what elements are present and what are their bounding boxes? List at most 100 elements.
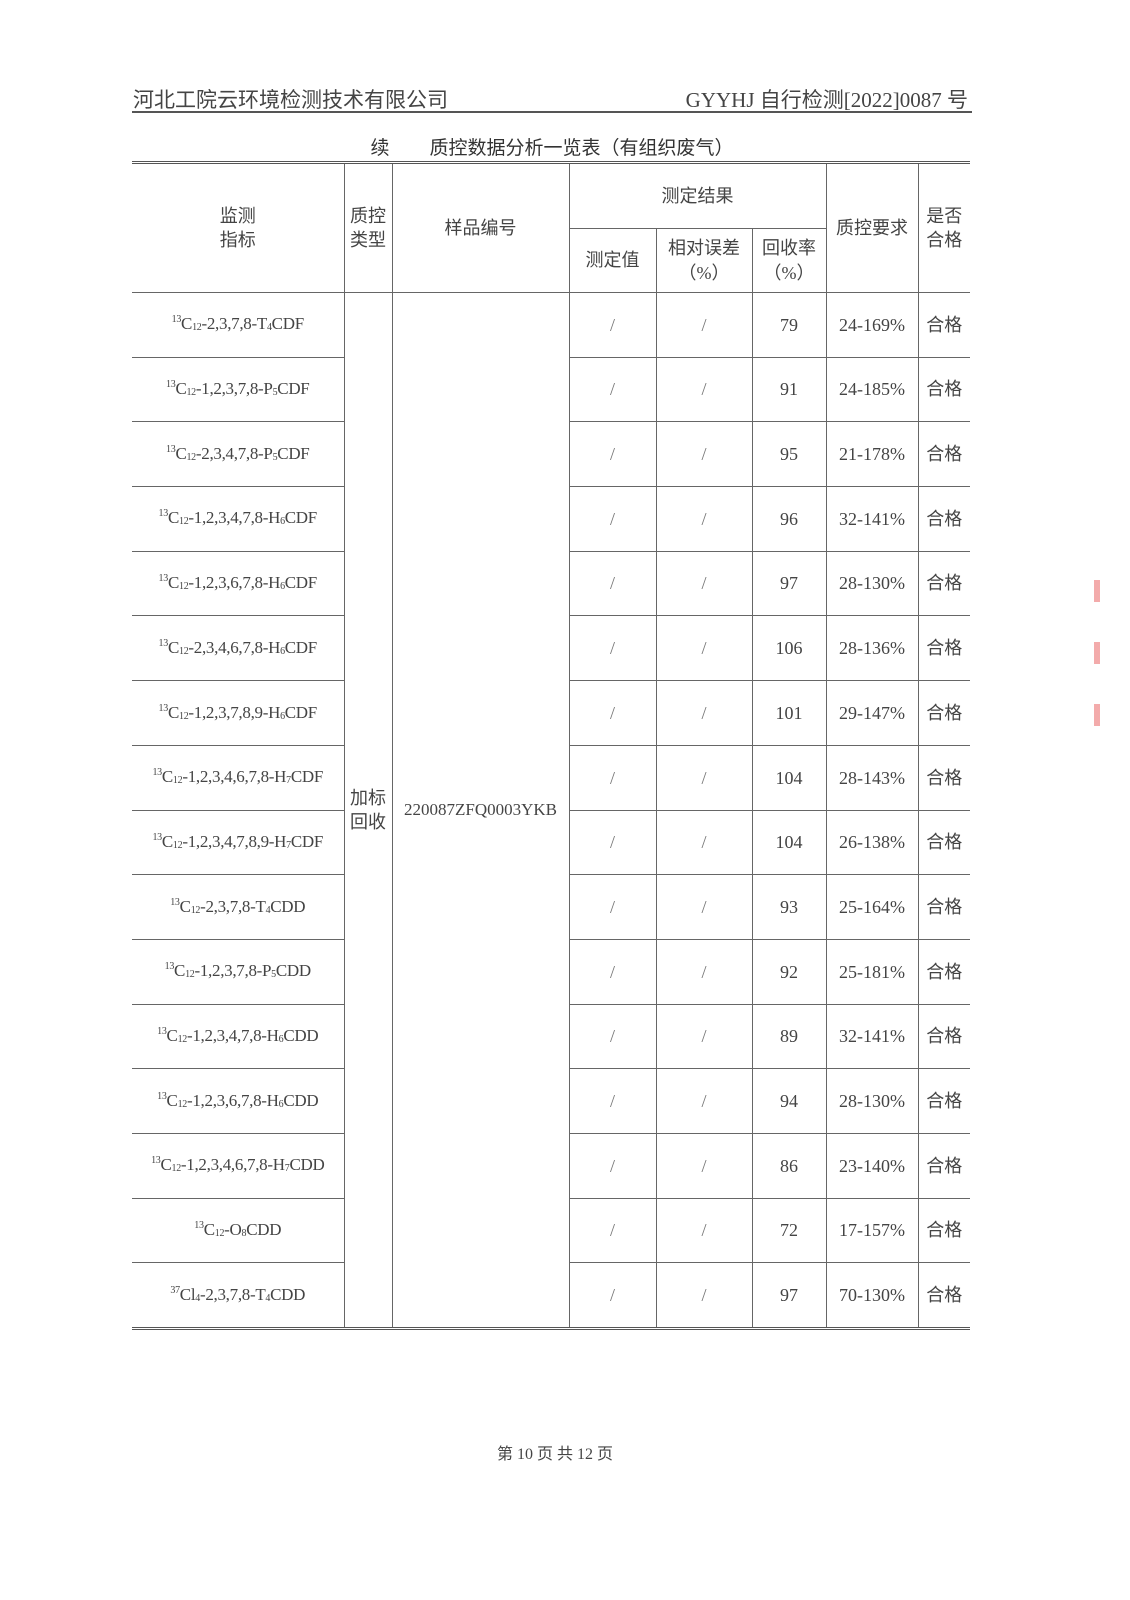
analyte-part: -2,3,4,6,7,8-H xyxy=(188,637,281,657)
analyte-part: 4 xyxy=(265,904,271,916)
pass-cell: 合格 xyxy=(917,1262,971,1329)
analyte-part: 37 xyxy=(170,1284,180,1296)
analyte-part: C xyxy=(175,379,187,399)
col-qc-requirement: 质控要求 xyxy=(825,162,919,293)
analyte-part: C xyxy=(174,961,186,981)
analyte-part: -1,2,3,4,7,8-H xyxy=(187,1025,279,1045)
pass-cell: 合格 xyxy=(917,938,971,1005)
analyte-part: -2,3,7,8-T xyxy=(201,314,268,334)
rel-error-cell: / xyxy=(655,615,753,682)
analyte-part: -1,2,3,4,6,7,8-H xyxy=(182,767,287,787)
rel-error-cell: / xyxy=(655,550,753,617)
qc-requirement-cell: 26-138% xyxy=(825,809,919,876)
recovery-cell: 97 xyxy=(751,1262,827,1329)
analyte-part: 12 xyxy=(179,645,189,657)
report-number: GYYHJ 自行检测[2022]0087 号 xyxy=(685,88,968,112)
analyte-part: -2,3,7,8-T xyxy=(200,896,266,916)
analyte-part: 13 xyxy=(171,314,182,326)
analyte-cell: 13C12-2,3,7,8-T4CDD xyxy=(132,874,345,940)
analyte-part: -1,2,3,4,7,8-H xyxy=(188,508,281,528)
measured-cell: / xyxy=(568,938,657,1005)
analyte-part: 6 xyxy=(280,645,285,657)
measured-cell: / xyxy=(568,615,657,682)
qc-requirement-cell: 29-147% xyxy=(825,680,919,746)
qc-requirement-cell: 32-141% xyxy=(825,1003,919,1070)
table-row: 13C12-2,3,4,6,7,8-H6CDF //106 28-136% 合格 xyxy=(132,615,971,682)
analyte-part: CDD xyxy=(275,961,311,981)
analyte-part: -1,2,3,7,8,9-H xyxy=(188,702,281,722)
pass-cell: 合格 xyxy=(917,486,971,552)
pass-cell: 合格 xyxy=(917,1068,971,1134)
measured-cell: / xyxy=(568,421,657,488)
rel-error-cell: / xyxy=(655,292,753,358)
analyte-part: 13 xyxy=(158,702,169,714)
col-qc-type: 质控 类型 xyxy=(343,162,393,293)
analyte-part: 6 xyxy=(278,1098,284,1110)
rel-error-cell: / xyxy=(655,938,753,1005)
analyte-part: -1,2,3,7,8-P xyxy=(195,379,273,399)
qc-data-table: 监测 指标 质控 类型 样品编号 测定结果 质控要求 是否 合格 测定值 相对误… xyxy=(132,161,971,1330)
analyte-part: 12 xyxy=(190,904,201,916)
analyte-part: 6 xyxy=(280,516,285,528)
analyte-part: 5 xyxy=(272,451,278,463)
rel-error-cell: / xyxy=(655,1197,753,1264)
col-results: 测定结果 xyxy=(568,162,827,229)
measured-cell: / xyxy=(568,292,657,358)
recovery-cell: 89 xyxy=(751,1003,827,1070)
qc-requirement-cell: 21-178% xyxy=(825,421,919,488)
analyte-part: 12 xyxy=(179,516,189,528)
recovery-cell: 91 xyxy=(751,356,827,423)
analyte-cell: 13C12-1,2,3,4,6,7,8-H7CDD xyxy=(132,1132,345,1199)
table-row: 13C12-1,2,3,4,6,7,8-H7CDF //104 28-143% 合格 xyxy=(132,744,971,811)
analyte-cell: 13C12-1,2,3,6,7,8-H6CDD xyxy=(132,1068,345,1134)
recovery-cell: 96 xyxy=(751,486,827,552)
analyte-part: C xyxy=(167,508,179,528)
analyte-part: 12 xyxy=(172,775,183,787)
analyte-part: 13 xyxy=(194,1220,204,1231)
measured-cell: / xyxy=(568,1262,657,1329)
analyte-part: C xyxy=(167,573,179,593)
rel-error-cell: / xyxy=(655,874,753,940)
pass-cell: 合格 xyxy=(917,809,971,876)
qc-requirement-cell: 28-136% xyxy=(825,615,919,682)
pass-cell: 合格 xyxy=(917,356,971,423)
analyte-part: 13 xyxy=(158,508,169,520)
measured-cell: / xyxy=(568,550,657,617)
title-prefix: 续 xyxy=(370,138,390,159)
pass-cell: 合格 xyxy=(917,292,971,358)
recovery-cell: 86 xyxy=(751,1132,827,1199)
pass-cell: 合格 xyxy=(917,874,971,940)
recovery-cell: 72 xyxy=(751,1197,827,1264)
rel-error-cell: / xyxy=(655,1068,753,1134)
recovery-cell: 94 xyxy=(751,1068,827,1134)
analyte-cell: 13C12-1,2,3,4,6,7,8-H7CDF xyxy=(132,744,345,811)
table-row: 13C12-1,2,3,6,7,8-H6CDD //94 28-130% 合格 xyxy=(132,1068,971,1134)
pass-cell: 合格 xyxy=(917,421,971,488)
col-measured: 测定值 xyxy=(569,228,657,293)
analyte-part: 13 xyxy=(157,1090,167,1102)
measured-cell: / xyxy=(568,874,657,940)
analyte-part: 13 xyxy=(170,896,180,908)
analyte-part: 7 xyxy=(286,839,291,851)
analyte-part: CDD xyxy=(270,1284,306,1304)
rel-error-cell: / xyxy=(655,1132,753,1199)
table-body: 13C12-2,3,7,8-T4CDF 加标 回收 220087ZFQ0003YKB… xyxy=(132,292,971,1329)
analyte-part: -1,2,3,7,8-P xyxy=(194,961,272,981)
analyte-cell: 13C12-1,2,3,4,7,8-H6CDD xyxy=(132,1003,345,1070)
analyte-part: CDD xyxy=(289,1155,325,1175)
analyte-part: CDF xyxy=(277,443,310,463)
analyte-part: CDF xyxy=(284,702,317,722)
analyte-part: 13 xyxy=(166,443,176,455)
analyte-part: 7 xyxy=(286,775,291,787)
rel-error-cell: / xyxy=(655,356,753,423)
analyte-part: 13 xyxy=(152,831,162,843)
qc-requirement-cell: 28-130% xyxy=(825,1068,919,1134)
analyte-part: -O xyxy=(224,1220,242,1239)
rel-error-cell: / xyxy=(655,744,753,811)
analyte-part: CDF xyxy=(284,637,317,657)
qc-requirement-cell: 24-169% xyxy=(825,292,919,358)
qc-type-text: 加标 回收 xyxy=(350,787,386,832)
pass-cell: 合格 xyxy=(917,615,971,682)
qc-requirement-cell: 17-157% xyxy=(825,1197,919,1264)
qc-requirement-cell: 24-185% xyxy=(825,356,919,423)
